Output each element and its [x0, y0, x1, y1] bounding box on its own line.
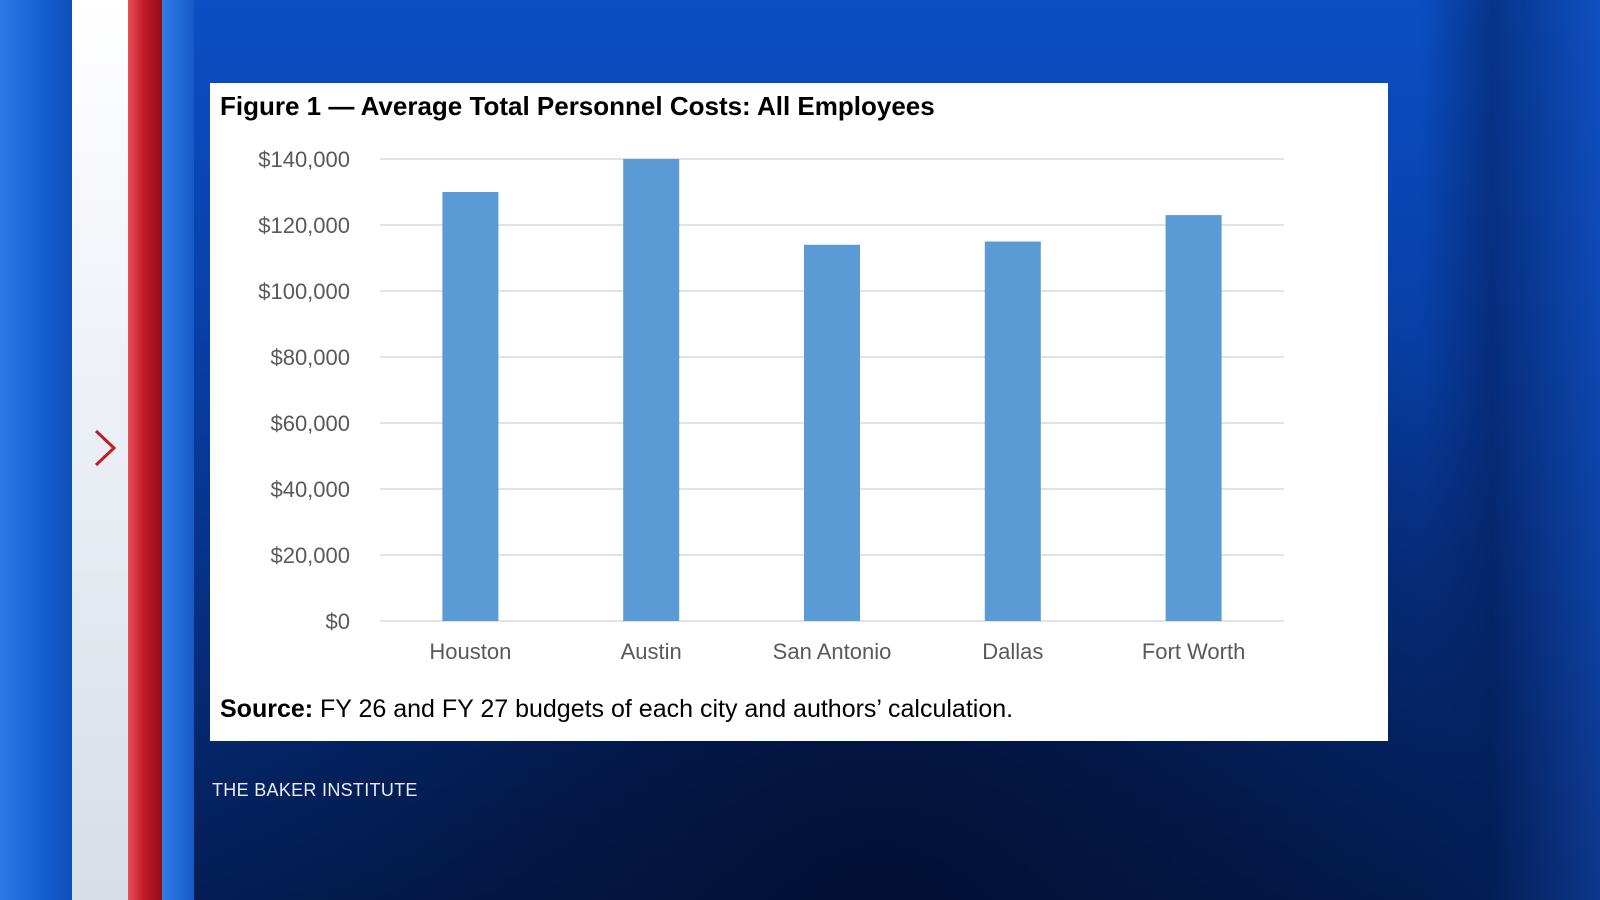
flag-stripe-blue [162, 0, 194, 900]
x-tick-label: Fort Worth [1142, 639, 1246, 664]
source-label: Source: [220, 695, 314, 723]
y-tick-label: $20,000 [270, 543, 350, 568]
background-left-glow [0, 0, 72, 900]
y-tick-label: $140,000 [258, 147, 350, 172]
figure-title: Figure 1 — Average Total Personnel Costs… [220, 91, 935, 121]
source-text: FY 26 and FY 27 budgets of each city and… [313, 695, 1014, 723]
x-tick-label: Austin [621, 639, 682, 664]
bar-dallas [984, 241, 1041, 621]
bar-san-antonio [804, 244, 860, 622]
bar-fort-worth [1165, 215, 1222, 621]
bar-austin [623, 159, 680, 621]
brand-label: THE BAKER INSTITUTE [212, 780, 418, 800]
x-tick-label: Dallas [982, 639, 1043, 664]
background-right-shade [1420, 0, 1600, 900]
flag-stripe-red [128, 0, 162, 900]
y-tick-label: $0 [326, 609, 350, 634]
bar-houston [442, 192, 499, 621]
x-tick-label: San Antonio [773, 639, 892, 664]
y-tick-label: $100,000 [258, 279, 350, 304]
y-tick-label: $60,000 [270, 411, 350, 436]
y-tick-label: $80,000 [270, 345, 350, 370]
y-tick-label: $120,000 [258, 213, 350, 238]
bar-chart: $0 $20,000 $40,000 $60,000 $80,000 $100,000 $1… [258, 147, 1284, 664]
x-tick-label: Houston [429, 639, 511, 664]
flag-stripe-white [72, 0, 128, 900]
chevron-right-icon[interactable] [92, 428, 118, 468]
figure-card: Figure 1 — Average Total Personnel Costs… [210, 83, 1388, 741]
y-tick-label: $40,000 [270, 477, 350, 502]
source-note: Source: FY 26 and FY 27 budgets of each … [220, 695, 1013, 724]
